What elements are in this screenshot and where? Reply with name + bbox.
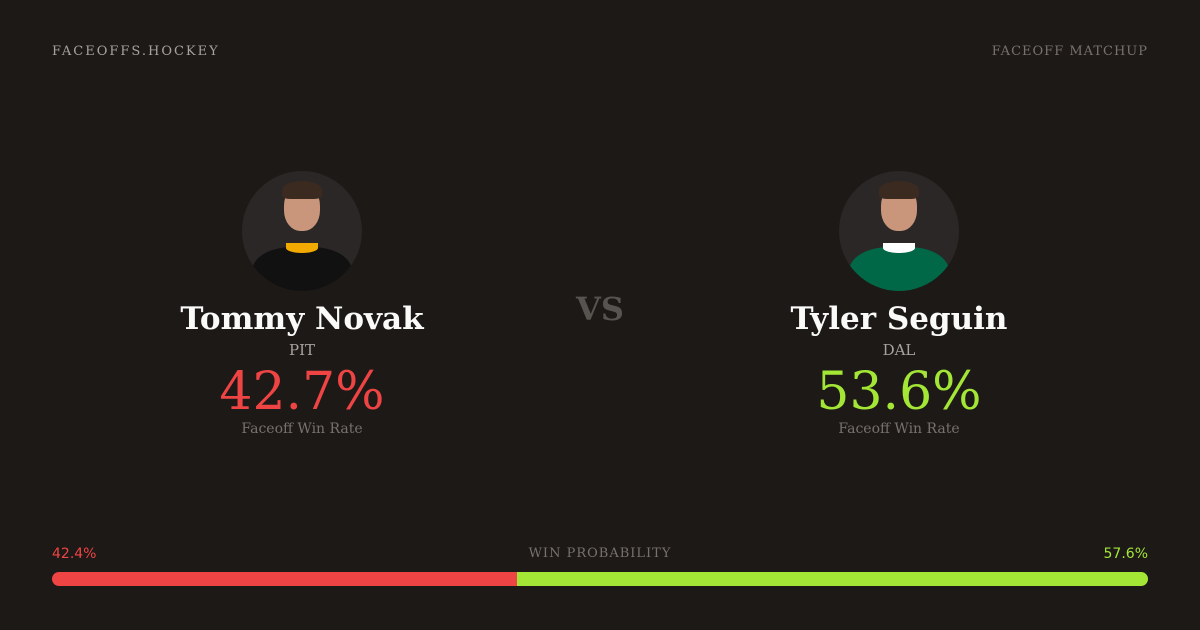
brand-logo-text: FACEOFFS.HOCKEY <box>52 44 220 59</box>
faceoff-win-rate-label: Faceoff Win Rate <box>241 421 363 437</box>
player-avatar <box>242 171 362 291</box>
win-probability-right: 57.6% <box>1103 546 1148 562</box>
hair-shape <box>282 181 322 199</box>
win-probability-left-fill <box>52 572 517 586</box>
player-card-left: Tommy Novak PIT 42.7% Faceoff Win Rate <box>122 171 482 437</box>
hair-shape <box>879 181 919 199</box>
player-card-right: Tyler Seguin DAL 53.6% Faceoff Win Rate <box>719 171 1079 437</box>
win-probability-title: WIN PROBABILITY <box>528 546 672 561</box>
faceoff-win-rate: 53.6% <box>816 362 982 422</box>
jersey-shape <box>849 247 949 291</box>
player-name: Tommy Novak <box>180 301 424 337</box>
player-name: Tyler Seguin <box>790 301 1008 337</box>
win-probability-right-fill <box>516 572 1148 586</box>
player-team: DAL <box>882 341 916 359</box>
collar-shape <box>286 243 318 253</box>
page-tag: FACEOFF MATCHUP <box>991 44 1148 59</box>
jersey-shape <box>252 247 352 291</box>
win-probability-bar <box>52 572 1148 586</box>
collar-shape <box>883 243 915 253</box>
vs-label: VS <box>576 290 624 328</box>
player-team: PIT <box>288 341 316 359</box>
player-avatar <box>839 171 959 291</box>
faceoff-win-rate: 42.7% <box>219 362 385 422</box>
faceoff-win-rate-label: Faceoff Win Rate <box>838 421 960 437</box>
win-probability-left: 42.4% <box>52 546 97 562</box>
